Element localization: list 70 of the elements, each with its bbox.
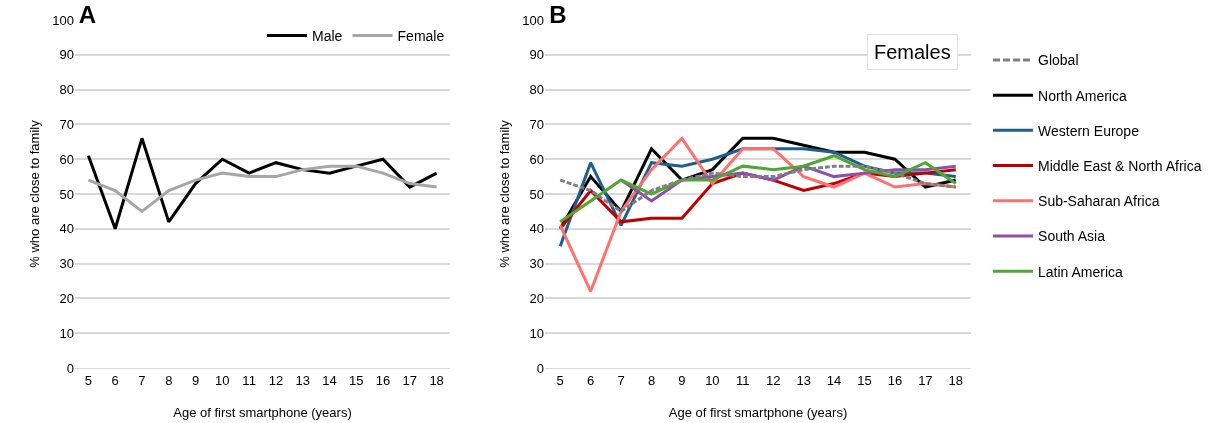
x-tick-label: 7 — [617, 372, 625, 388]
x-tick-label: 15 — [857, 372, 872, 388]
y-tick-label: 100 — [52, 12, 74, 28]
x-tick-label: 8 — [165, 372, 173, 388]
y-tick-label: 90 — [59, 47, 74, 63]
x-tick-label: 10 — [705, 372, 720, 388]
x-tick-label: 9 — [678, 372, 686, 388]
y-tick-label: 10 — [59, 325, 74, 341]
y-tick-label: 90 — [529, 47, 544, 63]
x-axis-title: Age of first smartphone (years) — [173, 405, 352, 420]
legend-label: Global — [1038, 52, 1079, 69]
y-tick-label: 0 — [536, 360, 544, 376]
y-axis-title: % who are close to family — [497, 119, 512, 268]
legend-label: Sub-Saharan Africa — [1038, 193, 1160, 210]
x-tick-label: 5 — [556, 372, 564, 388]
annotation: Females — [874, 41, 951, 63]
y-tick-label: 20 — [529, 290, 544, 306]
y-tick-label: 80 — [529, 82, 544, 98]
x-tick-label: 17 — [402, 372, 418, 388]
legend-label: Middle East & North Africa — [1038, 158, 1202, 175]
y-axis-title: % who are close to family — [27, 119, 42, 268]
x-tick-label: 16 — [887, 372, 903, 388]
x-tick-label: 11 — [736, 372, 750, 388]
legend-label: Male — [312, 28, 343, 45]
y-tick-label: 40 — [529, 221, 544, 237]
x-tick-label: 9 — [191, 372, 200, 388]
line-series — [86, 136, 439, 231]
y-tick-label: 60 — [529, 151, 544, 167]
legend-label: Western Europe — [1038, 122, 1140, 139]
line-series — [558, 164, 958, 213]
x-tick-label: 11 — [242, 372, 256, 388]
x-tick-label: 6 — [111, 372, 119, 388]
y-tick-label: 100 — [522, 12, 544, 28]
legend-label: Latin America — [1038, 263, 1124, 280]
legend-label: South Asia — [1038, 228, 1106, 245]
y-tick-label: 30 — [529, 256, 544, 272]
x-tick-label: 10 — [215, 372, 230, 388]
x-tick-label: 6 — [587, 372, 595, 388]
x-tick-label: 17 — [918, 372, 933, 388]
legend-label: Female — [397, 28, 445, 45]
line-series — [86, 164, 439, 213]
chart-title: B — [549, 1, 567, 29]
y-tick-label: 20 — [59, 290, 74, 306]
x-tick-label: 8 — [647, 372, 656, 388]
x-tick-label: 14 — [826, 372, 842, 388]
y-tick-label: 50 — [59, 186, 74, 202]
y-tick-label: 80 — [59, 82, 74, 98]
x-tick-label: 7 — [138, 372, 146, 388]
legend-label: North America — [1038, 87, 1127, 104]
x-tick-label: 12 — [268, 372, 284, 388]
x-tick-label: 13 — [796, 372, 811, 388]
y-tick-label: 40 — [59, 221, 74, 237]
y-tick-label: 70 — [59, 116, 74, 132]
line-series — [558, 154, 958, 224]
y-tick-label: 10 — [529, 325, 544, 341]
chart-title: A — [78, 1, 97, 29]
x-tick-label: 18 — [948, 372, 964, 388]
x-tick-label: 15 — [349, 372, 364, 388]
y-tick-label: 70 — [529, 116, 544, 132]
x-axis-title: Age of first smartphone (years) — [668, 405, 848, 420]
y-tick-label: 60 — [59, 151, 74, 167]
y-tick-label: 50 — [529, 186, 544, 202]
x-tick-label: 16 — [375, 372, 391, 388]
y-tick-label: 30 — [59, 256, 74, 272]
x-tick-label: 5 — [84, 372, 93, 388]
y-tick-label: 0 — [66, 360, 74, 376]
x-tick-label: 18 — [429, 372, 444, 388]
x-tick-label: 13 — [295, 372, 310, 388]
x-tick-label: 14 — [322, 372, 337, 388]
x-tick-label: 12 — [765, 372, 781, 388]
